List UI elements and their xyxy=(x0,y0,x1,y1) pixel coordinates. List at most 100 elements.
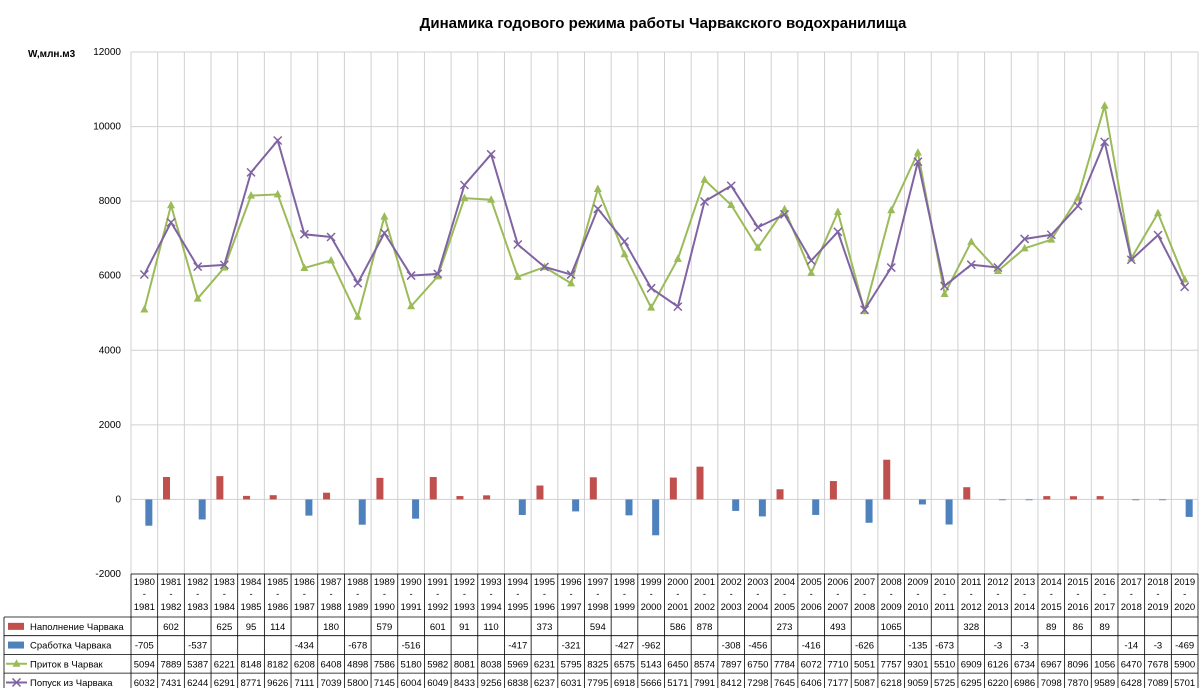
table-cell: 878 xyxy=(697,622,713,633)
y-tick-label: 8000 xyxy=(99,196,122,207)
point-marker xyxy=(1126,255,1136,265)
table-cell: 8148 xyxy=(240,659,261,670)
table-cell: 6237 xyxy=(534,678,555,688)
point-marker xyxy=(460,193,469,202)
bar-fill xyxy=(269,495,277,500)
table-cell: 6750 xyxy=(747,659,768,670)
x-tick-dash: - xyxy=(916,589,919,600)
table-cell: -427 xyxy=(615,641,634,652)
point-marker xyxy=(220,262,229,271)
point-marker xyxy=(620,249,629,258)
table-cell: 5795 xyxy=(561,659,582,670)
x-tick-dash: - xyxy=(249,589,252,600)
point-marker xyxy=(1180,274,1189,283)
x-tick-dash: - xyxy=(810,589,813,600)
x-tick-dash: - xyxy=(570,589,573,600)
x-tick-dash: - xyxy=(596,589,599,600)
table-cell: 7757 xyxy=(881,659,902,670)
table-cell: 625 xyxy=(216,622,232,633)
table-cell: -962 xyxy=(642,641,661,652)
table-cell: 8771 xyxy=(240,678,261,688)
x-tick-label: 1981 xyxy=(160,577,181,588)
point-marker xyxy=(379,228,389,238)
table-cell: 586 xyxy=(670,622,686,633)
bar-fill xyxy=(829,481,837,500)
table-cell: 373 xyxy=(537,622,553,633)
x-tick-dash: - xyxy=(329,589,332,600)
x-tick-dash: - xyxy=(890,589,893,600)
x-tick-label: 2014 xyxy=(1014,602,1035,613)
x-tick-dash: - xyxy=(756,589,759,600)
table-cell: 5982 xyxy=(427,659,448,670)
table-cell: 180 xyxy=(323,622,339,633)
x-tick-label: 1992 xyxy=(454,577,475,588)
x-tick-label: 2000 xyxy=(667,577,688,588)
legend-label: Попуск из Чарвака xyxy=(30,678,113,688)
x-tick-label: 1982 xyxy=(160,602,181,613)
point-marker xyxy=(513,239,523,249)
x-tick-label: 2015 xyxy=(1041,602,1062,613)
chart-title: Динамика годового режима работы Чарвакск… xyxy=(420,15,907,32)
x-tick-label: 2011 xyxy=(961,577,981,588)
table-cell: 6291 xyxy=(214,678,235,688)
table-cell: 7431 xyxy=(160,678,181,688)
legend-label: Наполнение Чарвака xyxy=(30,622,124,633)
table-cell: 6244 xyxy=(187,678,208,688)
table-cell: 6295 xyxy=(961,678,982,688)
x-tick-label: 1996 xyxy=(534,602,555,613)
legend-label: Приток в Чарвак xyxy=(30,659,104,670)
x-tick-label: 1985 xyxy=(240,602,261,613)
bar-drawdown xyxy=(998,499,1006,501)
x-tick-dash: - xyxy=(836,589,839,600)
x-tick-dash: - xyxy=(1076,589,1079,600)
x-tick-label: 1989 xyxy=(374,577,395,588)
x-tick-label: 1998 xyxy=(587,602,608,613)
point-marker xyxy=(193,294,202,302)
x-tick-dash: - xyxy=(169,589,172,600)
x-tick-dash: - xyxy=(1130,589,1133,600)
legend-marker xyxy=(12,659,21,667)
table-cell: 7889 xyxy=(160,659,181,670)
x-tick-label: 2011 xyxy=(934,602,954,613)
table-cell: 9301 xyxy=(907,659,928,670)
point-marker xyxy=(539,262,549,272)
x-tick-dash: - xyxy=(223,589,226,600)
x-tick-label: 1997 xyxy=(561,602,582,613)
bar-drawdown xyxy=(1132,499,1140,501)
bar-drawdown xyxy=(812,499,820,515)
point-marker xyxy=(273,189,282,198)
x-tick-dash: - xyxy=(863,589,866,600)
x-tick-label: 2019 xyxy=(1147,602,1168,613)
table-cell: 579 xyxy=(376,622,392,633)
x-tick-dash: - xyxy=(703,589,706,600)
x-tick-dash: - xyxy=(196,589,199,600)
point-marker xyxy=(993,262,1003,273)
bar-fill xyxy=(376,477,384,500)
table-cell: 1056 xyxy=(1094,659,1115,670)
point-marker xyxy=(780,209,790,219)
point-marker xyxy=(593,184,602,193)
bar-drawdown xyxy=(412,499,420,519)
x-tick-label: 2013 xyxy=(987,602,1008,613)
table-cell: 5143 xyxy=(641,659,662,670)
table-cell: 5087 xyxy=(854,678,875,688)
point-marker xyxy=(727,200,736,208)
point-marker xyxy=(487,195,496,203)
table-cell: 89 xyxy=(1046,622,1057,633)
table-cell: 6986 xyxy=(1014,678,1035,688)
bar-drawdown xyxy=(945,499,953,525)
table-cell: 8325 xyxy=(587,659,608,670)
x-tick-label: 2020 xyxy=(1174,602,1195,613)
x-tick-dash: - xyxy=(1050,589,1053,600)
table-cell: 4898 xyxy=(347,659,368,670)
bar-fill xyxy=(323,492,331,500)
x-tick-label: 1985 xyxy=(267,577,288,588)
table-cell: 7678 xyxy=(1147,659,1168,670)
point-marker xyxy=(753,222,763,232)
point-marker xyxy=(967,237,976,245)
point-marker xyxy=(833,227,843,237)
x-tick-dash: - xyxy=(543,589,546,600)
x-tick-label: 1983 xyxy=(187,602,208,613)
table-cell: 7586 xyxy=(374,659,395,670)
x-tick-dash: - xyxy=(650,589,653,600)
